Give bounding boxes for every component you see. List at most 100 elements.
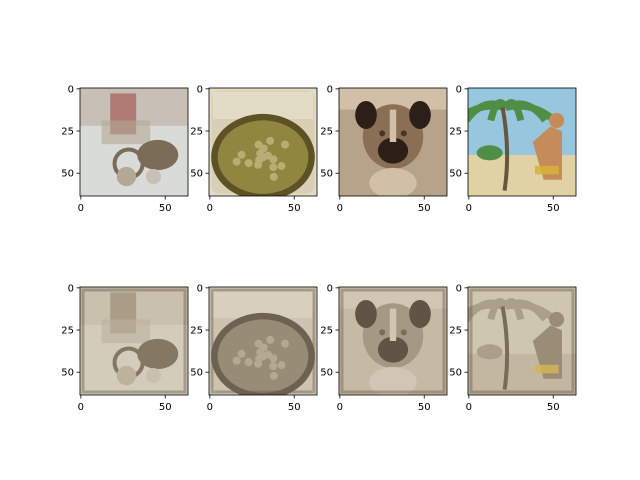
- image-food-grain: [277, 162, 286, 171]
- y-tick-label: 0: [456, 283, 462, 294]
- image-person-head: [549, 112, 565, 128]
- y-tick-label: 0: [68, 84, 74, 95]
- image-dog-muzzle: [377, 336, 409, 363]
- axes-frame: [467, 87, 577, 197]
- x-tick-label: 50: [547, 402, 560, 413]
- image-dog-eye-left: [379, 329, 386, 336]
- x-tick-label: 0: [337, 203, 343, 214]
- image-food-grain: [266, 335, 275, 344]
- subplot-image: [468, 88, 576, 196]
- image-pouch: [137, 139, 179, 171]
- image-dog-eye-right: [400, 329, 407, 336]
- y-tick-label: 50: [320, 368, 333, 379]
- y-tick-label: 0: [197, 283, 203, 294]
- y-tick-label: 50: [449, 169, 462, 180]
- vignette-edge: [469, 288, 575, 394]
- y-tick-label: 50: [320, 169, 333, 180]
- subplot-image: [339, 88, 447, 196]
- image-person-shorts: [534, 165, 559, 175]
- y-tick-label: 50: [449, 368, 462, 379]
- subplot-panel-0-0: 0 50 0 25 50: [61, 84, 189, 214]
- image-bush: [476, 344, 503, 360]
- image-dog-blaze: [389, 109, 397, 142]
- sepia-overlay: [80, 287, 188, 395]
- image-food-grain: [269, 371, 278, 380]
- x-tick-label: 0: [466, 402, 472, 413]
- subplot-panel-0-2: 0 50 0 25 50: [320, 84, 448, 214]
- image-person-shorts: [534, 364, 559, 374]
- subplot-image: [209, 287, 317, 395]
- image-food-grain: [266, 136, 275, 145]
- y-tick-label: 0: [68, 283, 74, 294]
- axes-frame: [208, 87, 318, 197]
- image-food-grain: [244, 159, 253, 168]
- image-stone: [145, 368, 161, 384]
- x-tick-label: 50: [159, 203, 172, 214]
- y-tick-label: 25: [320, 127, 333, 138]
- sepia-overlay: [339, 287, 447, 395]
- image-food-grain: [232, 356, 241, 365]
- axes-frame: [208, 286, 318, 396]
- x-tick-label: 0: [207, 402, 213, 413]
- image-food-grain: [237, 349, 246, 358]
- x-tick-label: 0: [337, 402, 343, 413]
- y-tick-label: 50: [190, 368, 203, 379]
- image-food-grain: [277, 361, 286, 370]
- image-dog-ear-right: [409, 299, 431, 329]
- image-paper: [101, 120, 151, 145]
- image-dog-chest: [369, 366, 417, 395]
- image-person-head: [549, 311, 565, 327]
- x-tick-label: 50: [418, 203, 431, 214]
- y-tick-label: 0: [456, 84, 462, 95]
- axes-frame: [467, 286, 577, 396]
- subplot-image: [468, 287, 576, 395]
- image-food-grain: [254, 339, 263, 348]
- x-tick-label: 50: [159, 402, 172, 413]
- sepia-overlay: [468, 287, 576, 395]
- axes-frame: [338, 87, 448, 197]
- image-paper: [101, 319, 151, 344]
- x-tick-label: 50: [418, 402, 431, 413]
- axes-frame: [79, 286, 189, 396]
- y-tick-label: 25: [190, 127, 203, 138]
- image-dog-ear-right: [409, 100, 431, 130]
- image-dog-ear-left: [355, 299, 377, 329]
- subplot-panel-1-1: 0 50 0 25 50: [190, 283, 318, 413]
- subplot-image: [209, 88, 317, 196]
- x-tick-label: 0: [78, 402, 84, 413]
- y-tick-label: 25: [61, 326, 74, 337]
- image-pouch: [137, 338, 179, 370]
- axes-frame: [338, 286, 448, 396]
- y-tick-label: 25: [61, 127, 74, 138]
- image-dog-eye-left: [379, 130, 386, 137]
- vignette-edge: [340, 288, 446, 394]
- y-tick-label: 25: [190, 326, 203, 337]
- image-food-grain: [237, 150, 246, 159]
- x-tick-label: 50: [547, 203, 560, 214]
- image-coin: [116, 365, 137, 386]
- subplot-image: [80, 287, 188, 395]
- subplot-image: [80, 88, 188, 196]
- y-tick-label: 0: [327, 283, 333, 294]
- y-tick-label: 0: [197, 84, 203, 95]
- image-dog-chest: [369, 167, 417, 196]
- y-tick-label: 25: [449, 127, 462, 138]
- image-food-grain: [232, 157, 241, 166]
- y-tick-label: 50: [190, 169, 203, 180]
- subplot-panel-1-3: 0 50 0 25 50: [449, 283, 577, 413]
- vignette-edge: [210, 288, 316, 394]
- y-tick-label: 50: [61, 169, 74, 180]
- image-food-grain: [269, 172, 278, 181]
- image-food-grain: [254, 160, 263, 169]
- y-tick-label: 0: [327, 84, 333, 95]
- x-tick-label: 0: [207, 203, 213, 214]
- subplot-panel-0-1: 0 50 0 25 50: [190, 84, 318, 214]
- image-dog-ear-left: [355, 100, 377, 130]
- image-food-grain: [264, 350, 273, 359]
- image-dog-muzzle: [377, 137, 409, 164]
- y-tick-label: 25: [449, 326, 462, 337]
- image-dog-eye-right: [400, 130, 407, 137]
- image-food-grain: [244, 358, 253, 367]
- image-coin: [116, 166, 137, 187]
